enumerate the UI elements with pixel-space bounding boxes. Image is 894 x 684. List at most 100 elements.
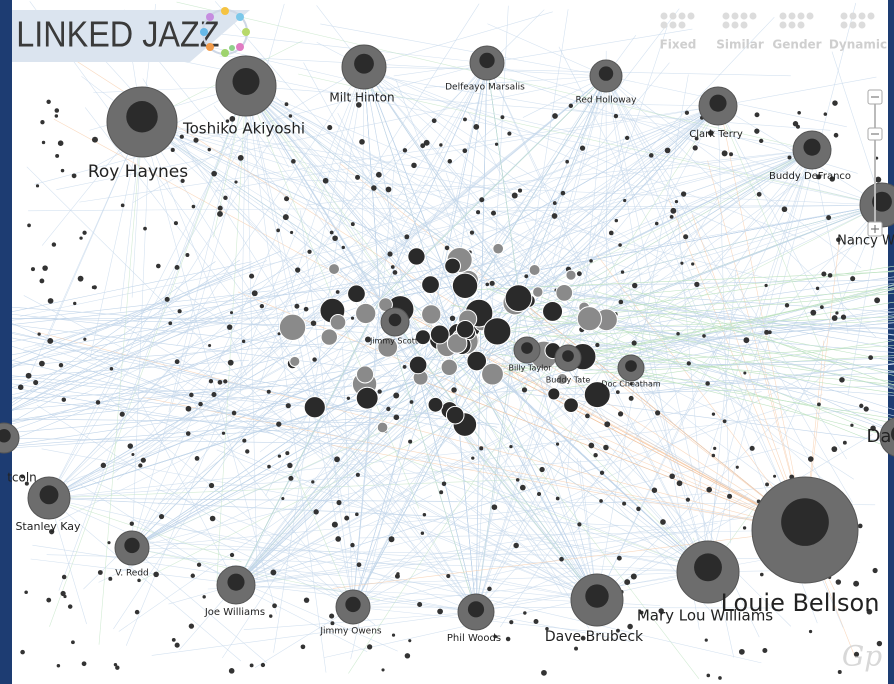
minor-node[interactable]	[577, 522, 581, 526]
minor-node[interactable]	[417, 602, 422, 607]
minor-node[interactable]	[350, 543, 354, 547]
minor-node[interactable]	[410, 400, 414, 404]
minor-node[interactable]	[534, 619, 539, 624]
minor-node[interactable]	[107, 541, 110, 544]
minor-node[interactable]	[631, 573, 637, 579]
minor-node[interactable]	[218, 206, 223, 211]
minor-node[interactable]	[787, 156, 791, 160]
minor-node[interactable]	[743, 337, 749, 343]
minor-node[interactable]	[356, 387, 378, 409]
minor-node[interactable]	[290, 356, 300, 366]
minor-node[interactable]	[487, 587, 492, 592]
minor-node[interactable]	[569, 104, 573, 108]
minor-node[interactable]	[835, 311, 838, 314]
minor-node[interactable]	[42, 141, 45, 144]
minor-node[interactable]	[285, 102, 289, 106]
minor-node[interactable]	[108, 577, 112, 581]
minor-node[interactable]	[336, 290, 340, 294]
minor-node[interactable]	[261, 663, 265, 667]
minor-node[interactable]	[283, 214, 289, 220]
minor-node[interactable]	[287, 463, 292, 468]
minor-node[interactable]	[754, 129, 759, 134]
minor-node[interactable]	[755, 112, 760, 117]
minor-node[interactable]	[323, 178, 329, 184]
minor-node[interactable]	[408, 639, 411, 642]
minor-node[interactable]	[278, 454, 281, 457]
minor-node[interactable]	[632, 283, 637, 288]
minor-node[interactable]	[403, 148, 407, 152]
minor-node[interactable]	[614, 114, 618, 118]
minor-node[interactable]	[446, 406, 464, 424]
minor-node[interactable]	[208, 148, 211, 151]
minor-node[interactable]	[705, 381, 710, 386]
minor-node[interactable]	[693, 145, 698, 150]
minor-node[interactable]	[616, 390, 620, 394]
minor-node[interactable]	[357, 562, 362, 567]
minor-node[interactable]	[556, 285, 573, 302]
minor-node[interactable]	[617, 556, 622, 561]
minor-node[interactable]	[79, 236, 82, 239]
minor-node[interactable]	[723, 419, 727, 423]
minor-node[interactable]	[210, 516, 216, 522]
minor-node[interactable]	[391, 265, 395, 269]
minor-node[interactable]	[760, 573, 764, 577]
minor-node[interactable]	[556, 497, 560, 501]
minor-node[interactable]	[276, 421, 281, 426]
minor-node[interactable]	[245, 449, 249, 453]
minor-node[interactable]	[355, 175, 360, 180]
minor-node[interactable]	[63, 595, 66, 598]
minor-node[interactable]	[335, 536, 341, 542]
minor-node[interactable]	[618, 411, 623, 416]
minor-node[interactable]	[452, 273, 477, 298]
minor-node[interactable]	[681, 191, 686, 196]
minor-node[interactable]	[793, 121, 798, 126]
minor-node[interactable]	[230, 311, 233, 314]
minor-node[interactable]	[356, 303, 376, 323]
minor-node[interactable]	[227, 324, 232, 329]
minor-node[interactable]	[652, 488, 657, 493]
minor-node[interactable]	[58, 140, 64, 146]
minor-node[interactable]	[655, 410, 660, 415]
minor-node[interactable]	[559, 557, 564, 562]
minor-node[interactable]	[624, 579, 630, 585]
minor-node[interactable]	[197, 563, 201, 567]
minor-node[interactable]	[874, 297, 880, 303]
minor-node[interactable]	[330, 231, 334, 235]
minor-node[interactable]	[371, 185, 377, 191]
minor-node[interactable]	[687, 361, 691, 365]
minor-node[interactable]	[473, 124, 479, 130]
minor-node[interactable]	[859, 404, 863, 408]
minor-node[interactable]	[59, 363, 63, 367]
minor-node[interactable]	[386, 187, 392, 193]
minor-node[interactable]	[137, 579, 141, 583]
minor-node[interactable]	[450, 316, 455, 321]
minor-node[interactable]	[743, 371, 746, 374]
minor-node[interactable]	[249, 274, 254, 279]
minor-node[interactable]	[428, 397, 443, 412]
minor-node[interactable]	[386, 407, 390, 411]
minor-node[interactable]	[33, 380, 38, 385]
minor-node[interactable]	[439, 143, 442, 146]
minor-node[interactable]	[39, 361, 45, 367]
minor-node[interactable]	[479, 446, 483, 450]
minor-node[interactable]	[479, 197, 484, 202]
minor-node[interactable]	[491, 211, 496, 216]
minor-node[interactable]	[516, 478, 520, 482]
minor-node[interactable]	[82, 231, 86, 235]
minor-node[interactable]	[509, 620, 513, 624]
minor-node[interactable]	[62, 397, 66, 401]
minor-node[interactable]	[330, 315, 346, 331]
minor-node[interactable]	[18, 384, 24, 390]
minor-node[interactable]	[439, 490, 443, 494]
minor-node[interactable]	[850, 424, 853, 427]
minor-node[interactable]	[209, 379, 213, 383]
minor-node[interactable]	[505, 285, 532, 312]
minor-node[interactable]	[48, 298, 54, 304]
minor-node[interactable]	[153, 572, 159, 578]
minor-node[interactable]	[868, 355, 873, 360]
minor-node[interactable]	[768, 330, 772, 334]
minor-node[interactable]	[175, 265, 180, 270]
minor-node[interactable]	[313, 509, 318, 514]
minor-node[interactable]	[850, 276, 855, 281]
minor-node[interactable]	[269, 614, 272, 617]
